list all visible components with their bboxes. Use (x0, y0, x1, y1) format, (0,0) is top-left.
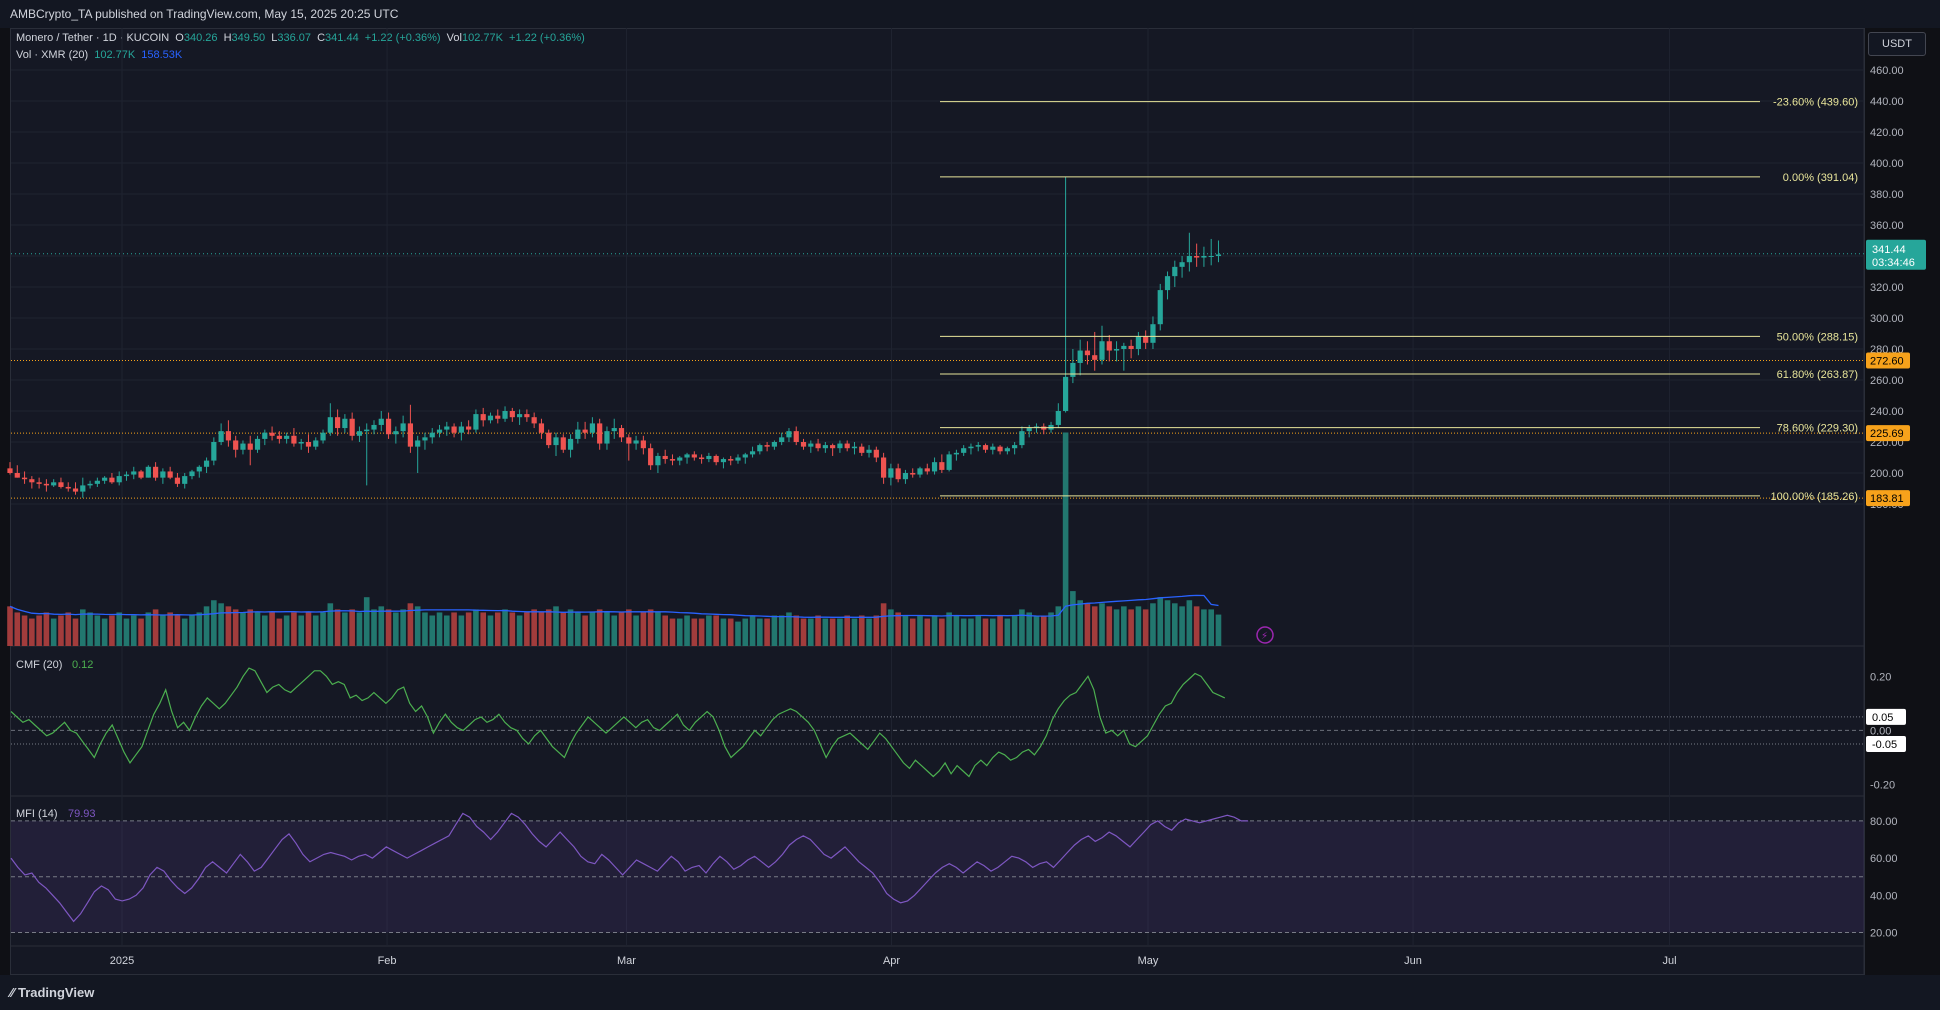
mfi-tick-label: 40.00 (1870, 890, 1898, 902)
horizontal-level-label: 272.60 (1870, 355, 1904, 367)
cmf-ref-label: 0.05 (1872, 712, 1893, 724)
price-tick-label: 400.00 (1870, 158, 1904, 170)
cmf-ref-label: -0.05 (1872, 739, 1897, 751)
high-value: 349.50 (231, 32, 266, 44)
tradingview-logo[interactable]: ⁄⁄ TradingView (10, 985, 94, 1000)
last-price-box (1866, 239, 1926, 270)
last-price-label: 341.44 (1872, 244, 1906, 256)
chart-area[interactable] (10, 28, 1865, 975)
ohlc-legend: Monero / Tether · 1D · KUCOIN O340.26 H3… (16, 32, 588, 44)
price-tick-label: 220.00 (1870, 437, 1904, 449)
publisher-line: AMBCrypto_TA published on TradingView.co… (10, 7, 399, 21)
cmf-ref-box (1866, 735, 1906, 752)
price-tick-label: 440.00 (1870, 96, 1904, 108)
price-tick-label: 240.00 (1870, 406, 1904, 418)
change-value: +1.22 (+0.36%) (364, 32, 441, 44)
price-tick-label: 260.00 (1870, 375, 1904, 387)
low-label: L (271, 32, 278, 44)
tradingview-logo-icon: ⁄⁄ (10, 985, 18, 1000)
symbol-label[interactable]: Monero / Tether · 1D · KUCOIN (16, 32, 170, 44)
volume-legend-label[interactable]: Vol · XMR (20) (16, 49, 89, 61)
price-tick-label: 180.00 (1870, 499, 1904, 511)
price-tick-label: 340.00 (1870, 251, 1904, 263)
price-tick-label: 320.00 (1870, 282, 1904, 294)
mfi-tick-label: 20.00 (1870, 928, 1898, 940)
vol-change-value: +1.22 (+0.36%) (509, 32, 585, 44)
price-label-box (1866, 425, 1910, 442)
volume-ma-value: 158.53K (141, 49, 183, 61)
cmf-tick-label: 0.20 (1870, 671, 1891, 683)
mfi-tick-label: 60.00 (1870, 853, 1898, 865)
volume-legend-value: 102.77K (94, 49, 136, 61)
price-tick-label: 280.00 (1870, 344, 1904, 356)
vol-label: Vol (446, 32, 462, 44)
high-label: H (223, 32, 232, 44)
close-label: C (317, 32, 326, 44)
volume-legend: Vol · XMR (20) 102.77K 158.53K (16, 49, 185, 61)
horizontal-level-label: 225.69 (1870, 428, 1904, 440)
footer: ⁄⁄ TradingView (0, 975, 1940, 1010)
cmf-tick-label: -0.20 (1870, 780, 1895, 792)
open-label: O (175, 32, 184, 44)
open-value: 340.26 (183, 32, 218, 44)
price-tick-label: 300.00 (1870, 313, 1904, 325)
horizontal-level-label: 183.81 (1870, 493, 1904, 505)
price-tick-label: 380.00 (1870, 189, 1904, 201)
price-tick-label: 420.00 (1870, 127, 1904, 139)
cmf-ref-box (1866, 708, 1906, 725)
close-value: 341.44 (325, 32, 359, 44)
countdown-label: 03:34:46 (1872, 257, 1915, 269)
vol-value: 102.77K (461, 32, 503, 44)
price-tick-label: 200.00 (1870, 468, 1904, 480)
top-bar: AMBCrypto_TA published on TradingView.co… (0, 0, 1940, 28)
price-label-box (1866, 352, 1910, 369)
price-label-box (1866, 490, 1910, 507)
price-tick-label: 460.00 (1870, 65, 1904, 77)
mfi-tick-label: 80.00 (1870, 816, 1898, 828)
price-tick-label: 360.00 (1870, 220, 1904, 232)
currency-button[interactable]: USDT (1868, 32, 1926, 56)
cmf-tick-label: 0.00 (1870, 725, 1891, 737)
low-value: 336.07 (277, 32, 312, 44)
tradingview-brand: TradingView (17, 985, 95, 1000)
